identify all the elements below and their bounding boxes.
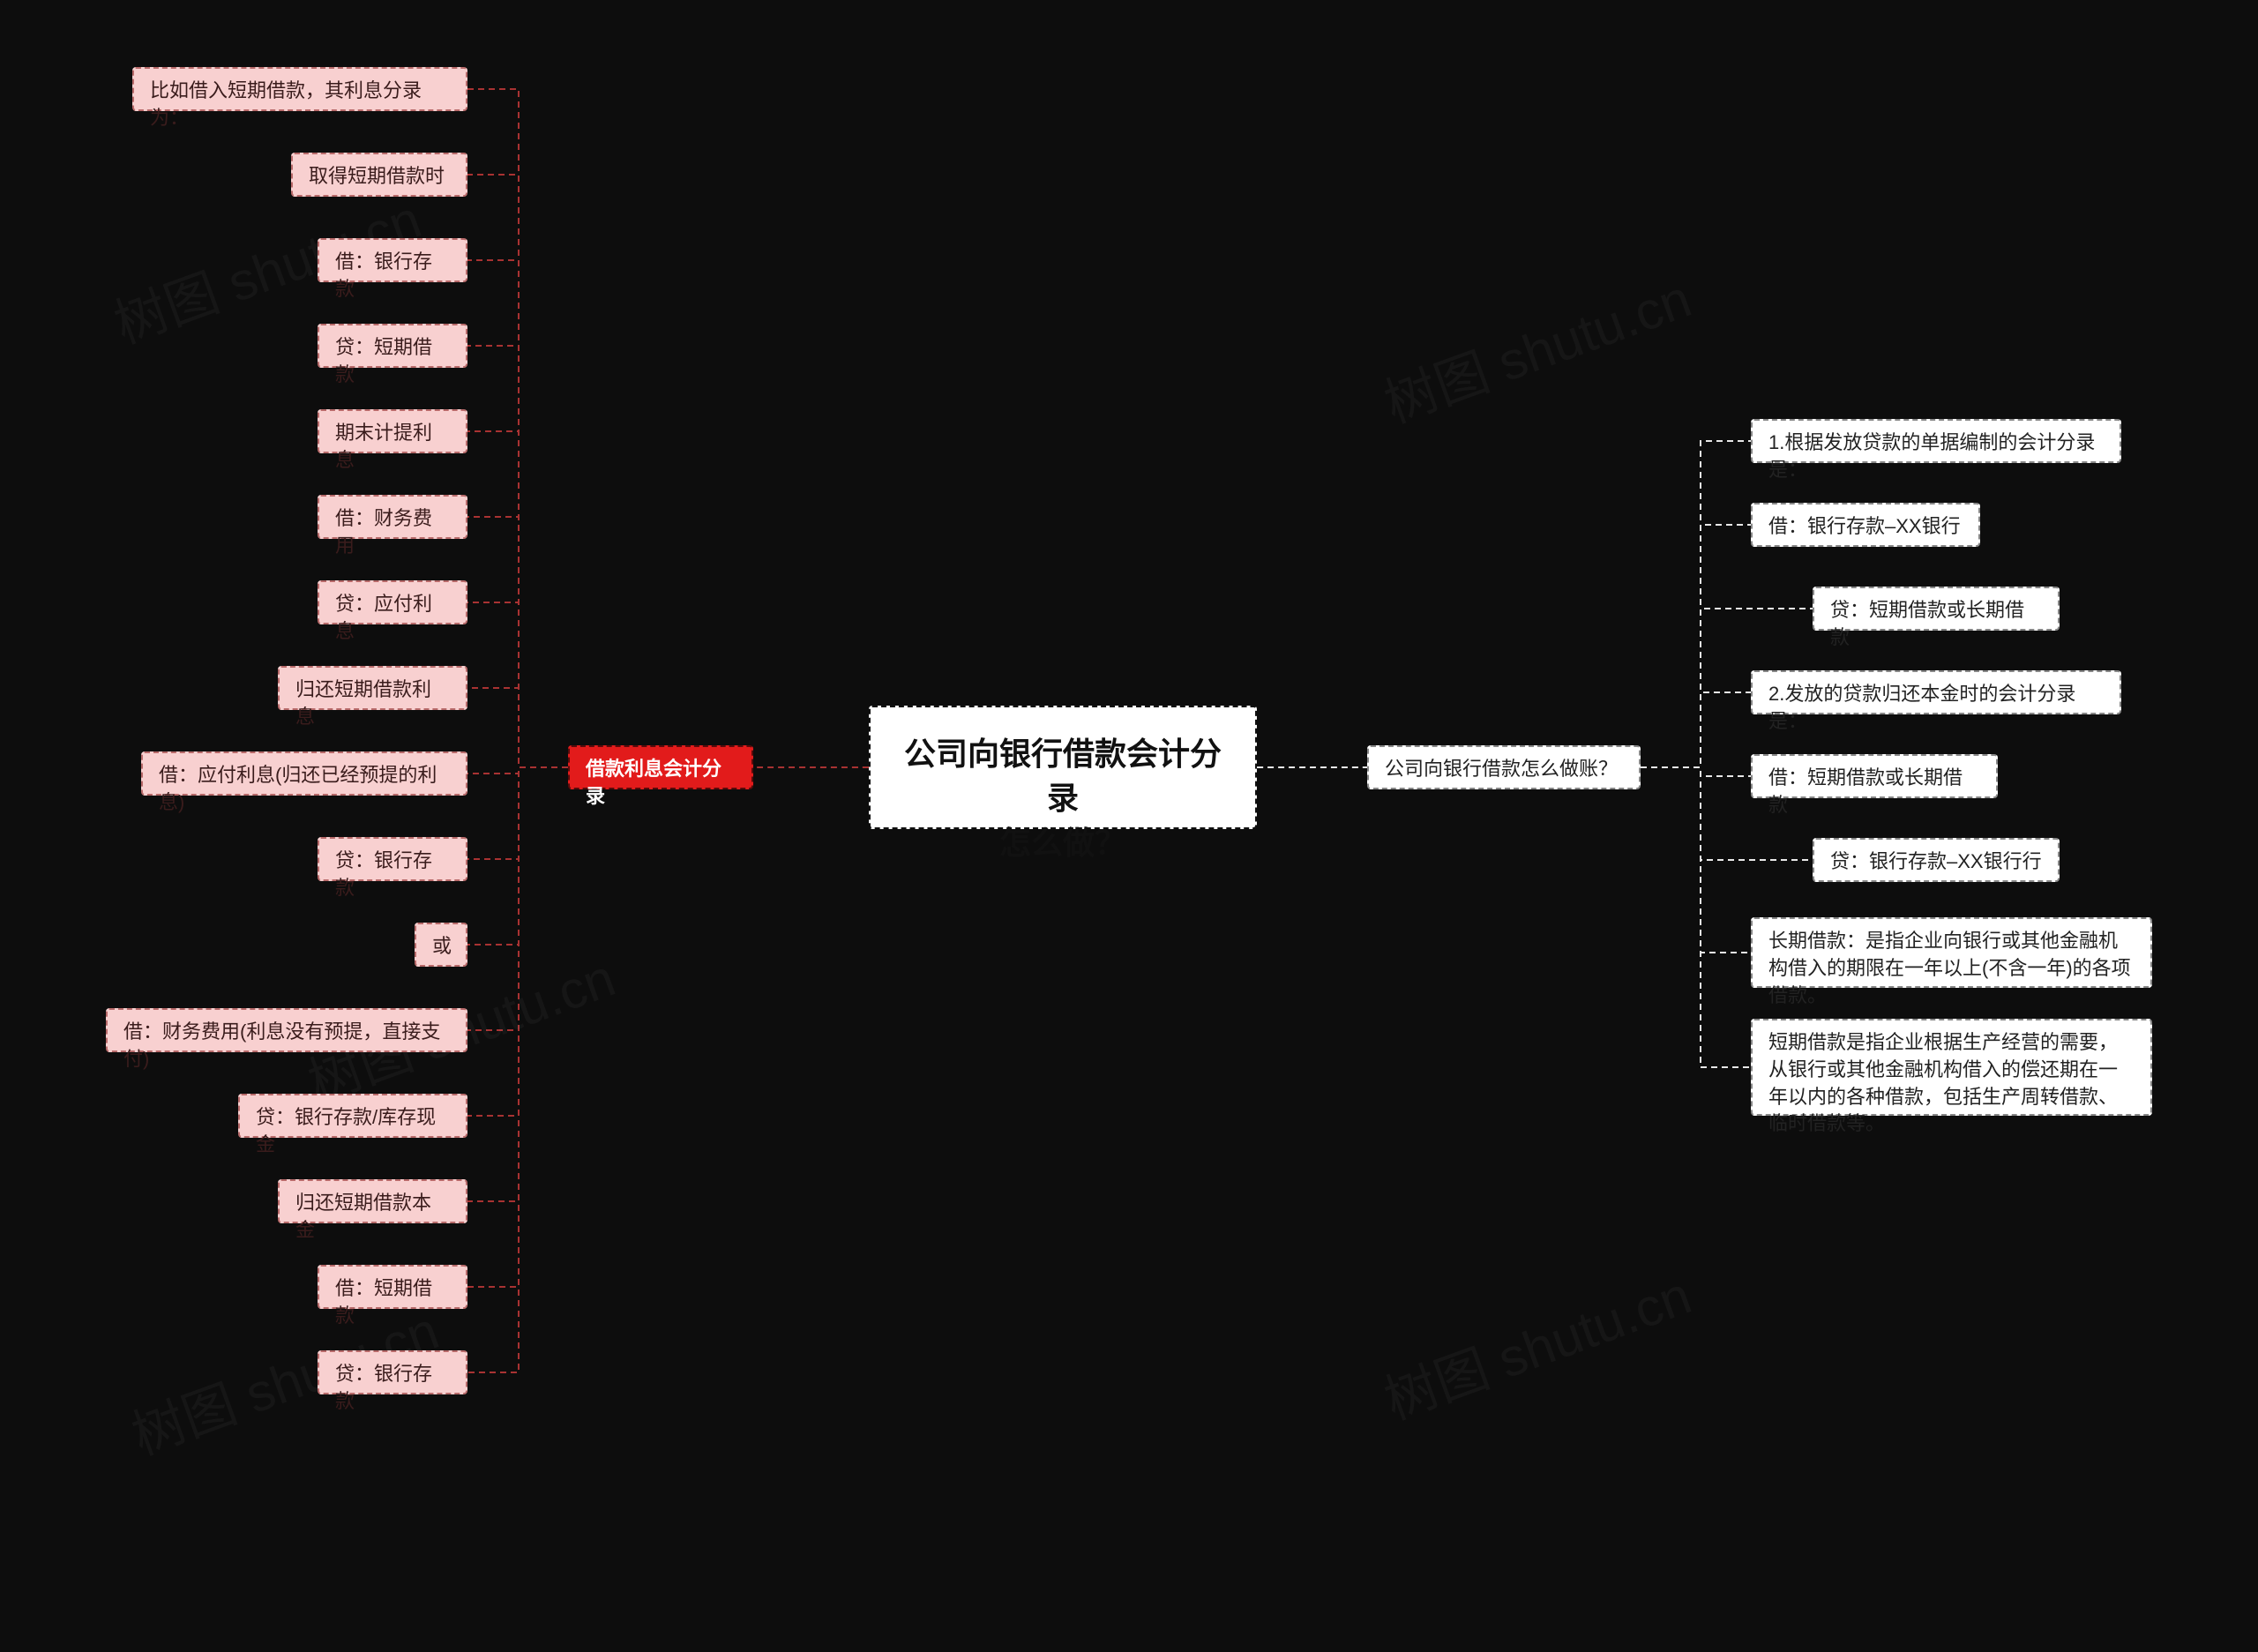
watermark: 树图 shutu.cn: [1372, 256, 1700, 437]
connector: [1641, 525, 1751, 767]
right-branch-node[interactable]: 公司向银行借款怎么做账？: [1367, 745, 1641, 789]
left-child-node[interactable]: 贷：银行存款: [318, 837, 467, 881]
connector: [467, 767, 568, 1201]
connector: [467, 767, 568, 1030]
left-child-node[interactable]: 借：银行存款: [318, 238, 467, 282]
right-child-node[interactable]: 贷：短期借款或长期借款: [1813, 587, 2060, 631]
right-child-node[interactable]: 2.发放的贷款归还本金时的会计分录是：: [1751, 670, 2121, 714]
left-child-node[interactable]: 贷：银行存款: [318, 1350, 467, 1394]
left-child-node[interactable]: 或: [415, 923, 467, 967]
mindmap-canvas: 树图 shutu.cn树图 shutu.cn树图 shutu.cn树图 shut…: [0, 0, 2258, 1652]
right-child-node[interactable]: 借：银行存款–XX银行: [1751, 503, 1980, 547]
right-child-node[interactable]: 借：短期借款或长期借款: [1751, 754, 1998, 798]
right-child-node[interactable]: 1.根据发放贷款的单据编制的会计分录是：: [1751, 419, 2121, 463]
left-child-node[interactable]: 贷：应付利息: [318, 580, 467, 624]
left-child-node[interactable]: 借：财务费用: [318, 495, 467, 539]
connector: [1641, 767, 1751, 1067]
connector: [467, 767, 568, 945]
node-text-line: 怎么做？: [902, 821, 1223, 865]
left-child-node[interactable]: 借：应付利息(归还已经预提的利息): [141, 751, 467, 796]
connector: [467, 688, 568, 767]
connector: [467, 517, 568, 767]
connector: [467, 431, 568, 767]
connector: [467, 767, 568, 1287]
left-child-node[interactable]: 贷：短期借款: [318, 324, 467, 368]
left-branch-node[interactable]: 借款利息会计分录: [568, 745, 753, 789]
connector: [467, 767, 568, 1372]
connector: [467, 767, 568, 1116]
connector: [467, 767, 568, 859]
connector: [467, 260, 568, 767]
center-node[interactable]: 公司向银行借款会计分录怎么做？: [869, 706, 1257, 829]
right-child-node[interactable]: 贷：银行存款–XX银行行: [1813, 838, 2060, 882]
connector: [467, 89, 568, 767]
left-child-node[interactable]: 比如借入短期借款，其利息分录为：: [132, 67, 467, 111]
node-text-line: 公司向银行借款会计分录: [902, 732, 1223, 821]
connector: [467, 767, 568, 774]
connector: [1641, 692, 1751, 767]
left-child-node[interactable]: 期末计提利息: [318, 409, 467, 453]
connector: [467, 346, 568, 767]
connector: [467, 175, 568, 767]
left-child-node[interactable]: 归还短期借款本金: [278, 1179, 467, 1223]
connector: [1641, 441, 1751, 767]
left-child-node[interactable]: 归还短期借款利息: [278, 666, 467, 710]
right-child-node[interactable]: 短期借款是指企业根据生产经营的需要，从银行或其他金融机构借入的偿还期在一年以内的…: [1751, 1019, 2152, 1116]
connector: [467, 602, 568, 767]
connector: [1641, 767, 1751, 953]
watermark: 树图 shutu.cn: [1372, 1252, 1700, 1434]
right-child-node[interactable]: 长期借款：是指企业向银行或其他金融机构借入的期限在一年以上(不含一年)的各项借款…: [1751, 917, 2152, 988]
left-child-node[interactable]: 借：财务费用(利息没有预提，直接支付): [106, 1008, 467, 1052]
connector: [1641, 767, 1751, 776]
left-child-node[interactable]: 取得短期借款时: [291, 153, 467, 197]
left-child-node[interactable]: 借：短期借款: [318, 1265, 467, 1309]
left-child-node[interactable]: 贷：银行存款/库存现金: [238, 1094, 467, 1138]
